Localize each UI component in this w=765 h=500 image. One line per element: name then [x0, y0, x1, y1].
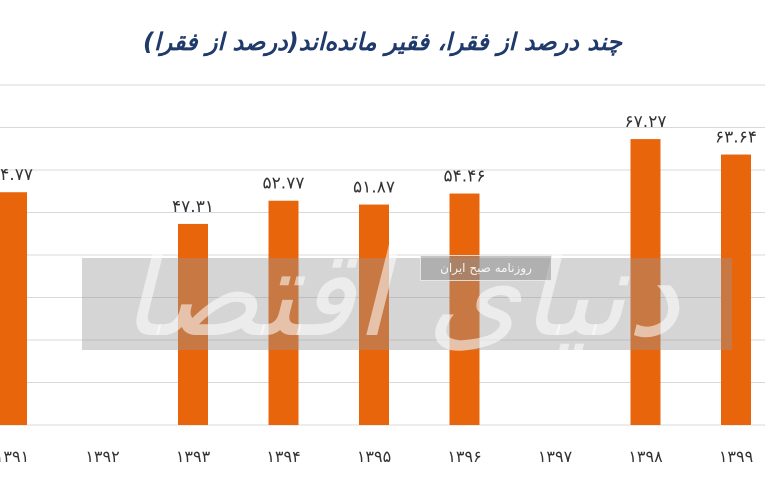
chart-title: چند درصد از فقرا، فقیر مانده‌اند(درصد از… [143, 28, 622, 56]
data-labels: ۵۴.۷۷ ۴۷.۳۱ ۵۲.۷۷ ۵۱.۸۷ ۵۴.۴۶ ۶۷.۲۷ ۶۳.۶۴ [0, 112, 757, 217]
data-label-0: ۵۴.۷۷ [0, 165, 33, 185]
data-label-5: ۵۴.۴۶ [444, 167, 486, 187]
watermark-logo: دنیای اقتصاد [120, 225, 680, 364]
x-tick-label-5: ۱۳۹۶ [447, 447, 481, 466]
bar-3 [268, 200, 299, 425]
data-label-3: ۵۲.۷۷ [263, 174, 305, 194]
bar-0 [0, 192, 27, 425]
data-label-8: ۶۳.۶۴ [715, 128, 757, 148]
data-label-7: ۶۷.۲۷ [625, 112, 667, 132]
x-tick-label-3: ۱۳۹۴ [266, 447, 300, 466]
x-tick-label-0: ۱۳۹۱ [0, 447, 29, 466]
bar-5 [449, 193, 480, 425]
watermark-band [82, 258, 732, 350]
data-label-2: ۴۷.۳۱ [172, 197, 214, 217]
bars [0, 139, 751, 426]
bar-8 [721, 154, 751, 425]
data-label-4: ۵۱.۸۷ [353, 178, 395, 198]
x-tick-labels: ۱۳۹۱ ۱۳۹۲ ۱۳۹۳ ۱۳۹۴ ۱۳۹۵ ۱۳۹۶ ۱۳۹۷ ۱۳۹۸ ۱۳۹۹ [0, 447, 753, 466]
x-tick-label-8: ۱۳۹۹ [719, 447, 753, 466]
x-tick-label-2: ۱۳۹۳ [176, 447, 211, 466]
bar-7 [630, 139, 661, 426]
bar-4 [359, 204, 389, 425]
watermark-tagline: روزنامه صبح ایران [420, 255, 552, 281]
x-tick-label-6: ۱۳۹۷ [538, 447, 573, 466]
x-tick-label-7: ۱۳۹۸ [628, 447, 663, 466]
x-tick-label-1: ۱۳۹۲ [85, 447, 119, 466]
x-tick-label-4: ۱۳۹۵ [357, 447, 391, 466]
bar-2 [178, 223, 208, 425]
